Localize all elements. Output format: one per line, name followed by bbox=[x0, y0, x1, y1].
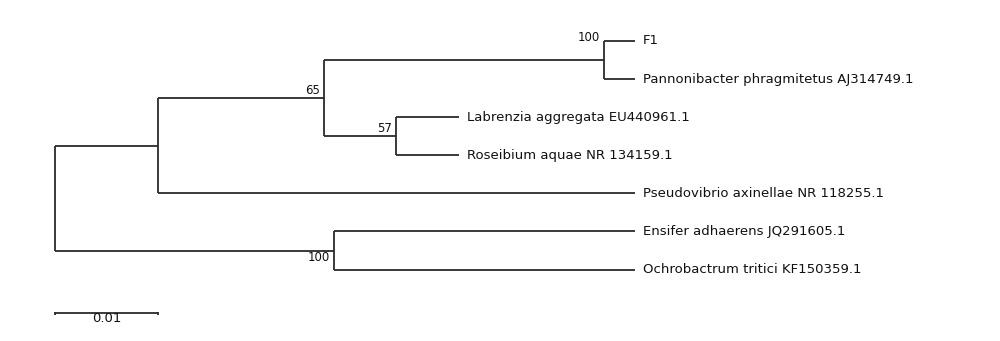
Text: Labrenzia aggregata EU440961.1: Labrenzia aggregata EU440961.1 bbox=[467, 110, 690, 124]
Text: Pseudovibrio axinellae NR 118255.1: Pseudovibrio axinellae NR 118255.1 bbox=[643, 187, 884, 200]
Text: 0.01: 0.01 bbox=[92, 312, 121, 325]
Text: F1: F1 bbox=[643, 34, 659, 47]
Text: 65: 65 bbox=[305, 84, 320, 97]
Text: 100: 100 bbox=[308, 251, 330, 264]
Text: Ochrobactrum tritici KF150359.1: Ochrobactrum tritici KF150359.1 bbox=[643, 263, 861, 276]
Text: Ensifer adhaerens JQ291605.1: Ensifer adhaerens JQ291605.1 bbox=[643, 225, 845, 238]
Text: Roseibium aquae NR 134159.1: Roseibium aquae NR 134159.1 bbox=[467, 149, 672, 162]
Text: 57: 57 bbox=[377, 122, 392, 135]
Text: Pannonibacter phragmitetus AJ314749.1: Pannonibacter phragmitetus AJ314749.1 bbox=[643, 73, 913, 86]
Text: 100: 100 bbox=[577, 31, 599, 44]
